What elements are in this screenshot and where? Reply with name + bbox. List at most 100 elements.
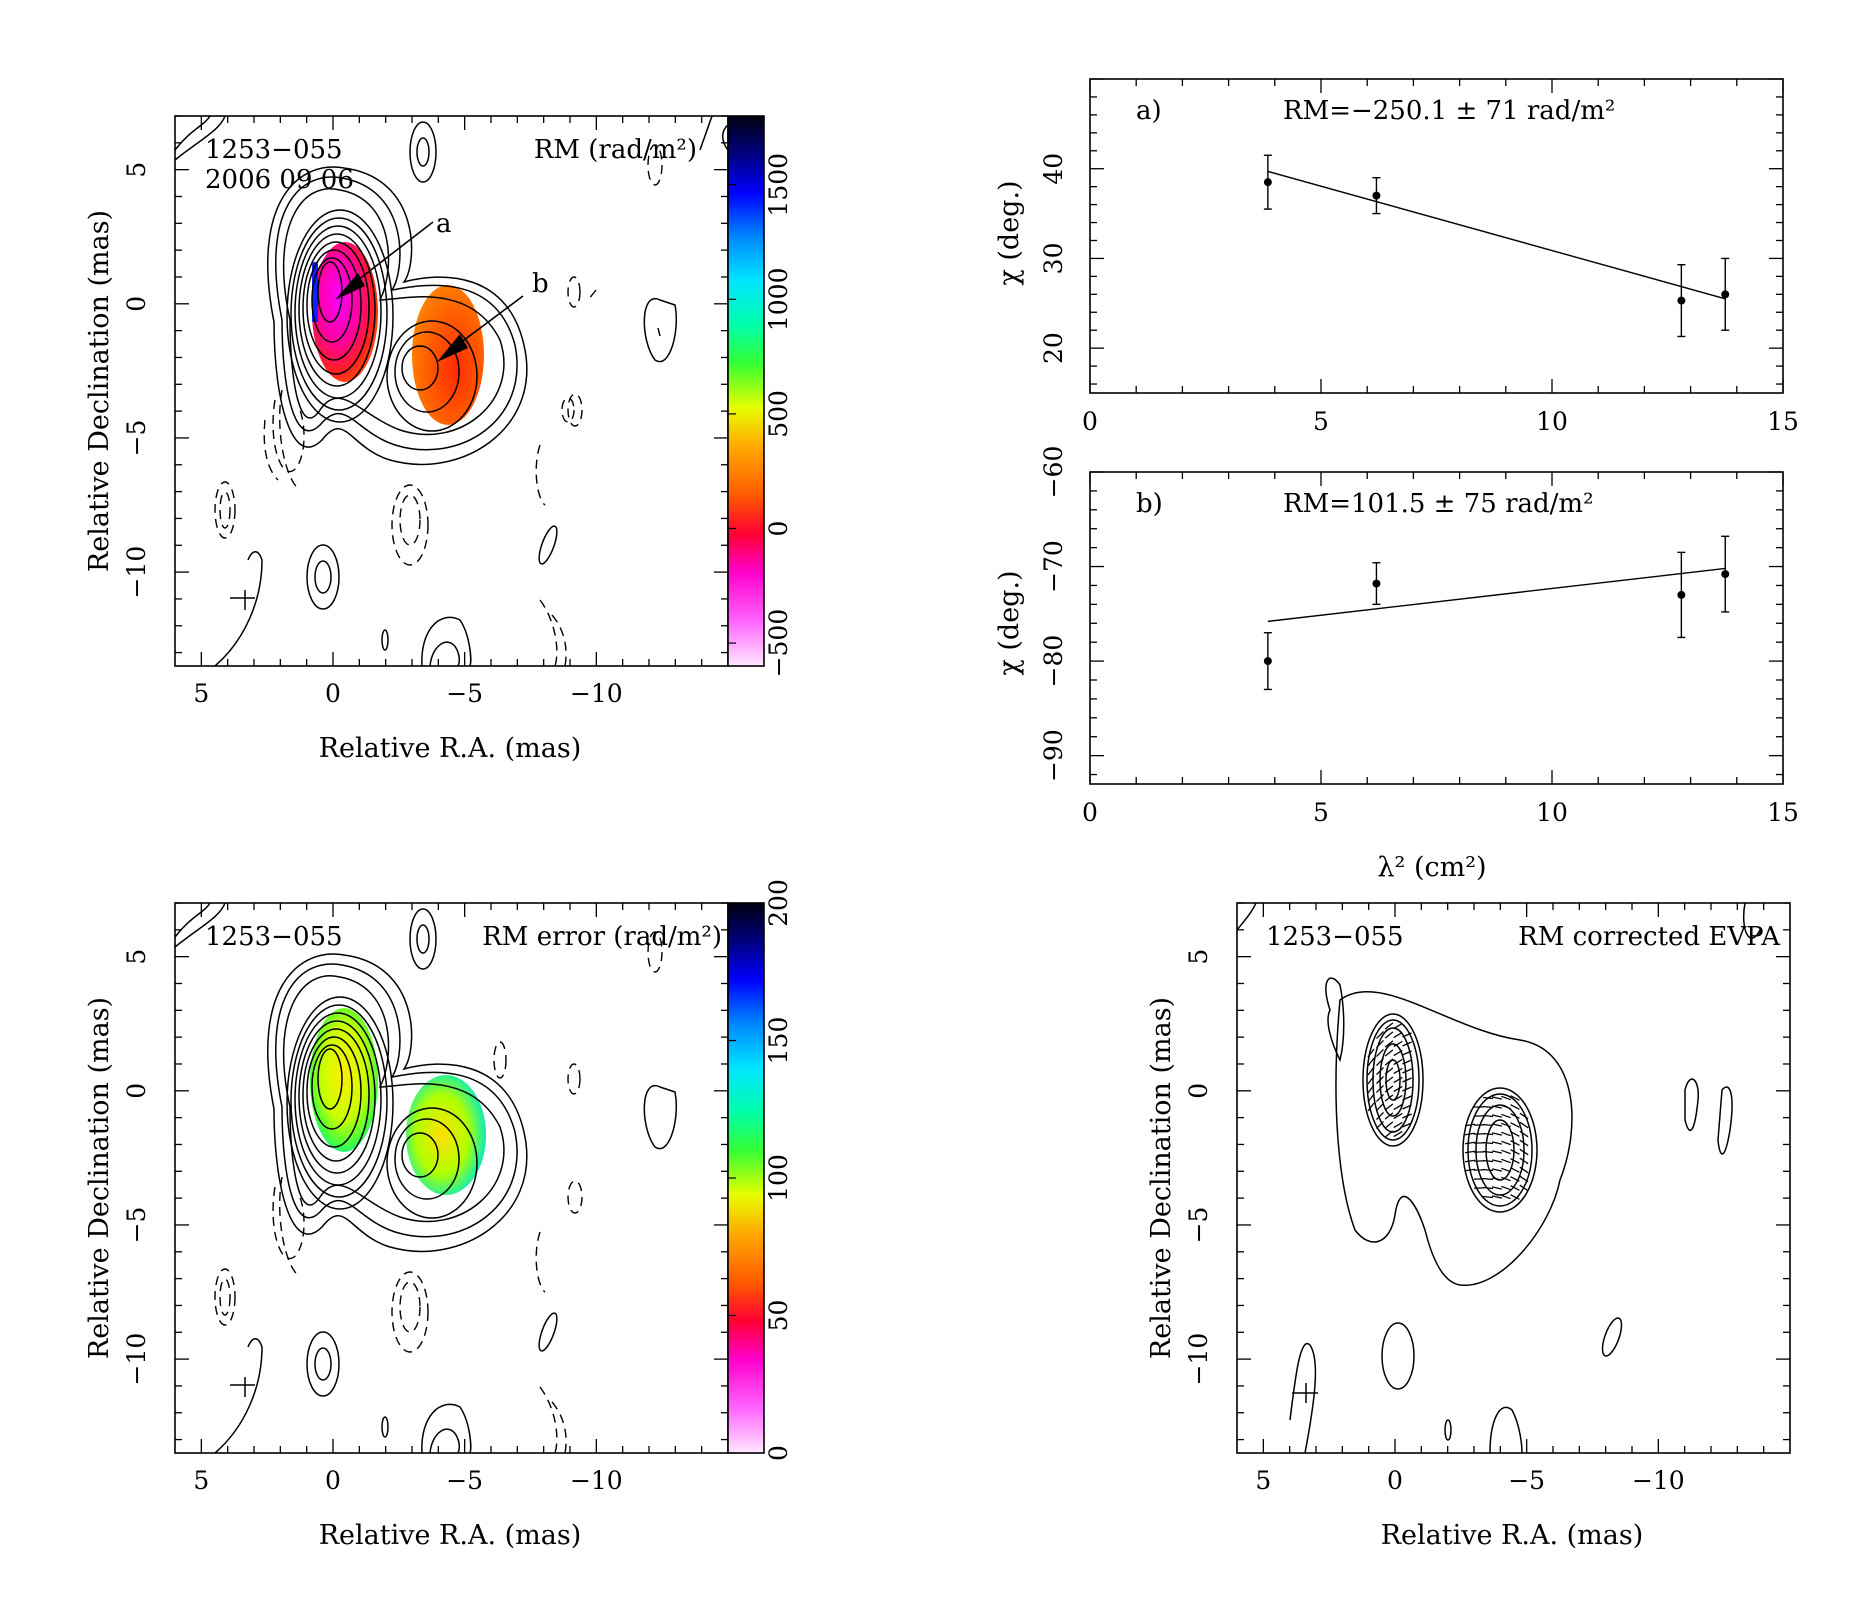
evpa-stick [1491, 1150, 1503, 1154]
evpa-stick [1393, 1085, 1403, 1093]
evpa-stick [1491, 1114, 1503, 1118]
evpa-stick [1491, 1195, 1503, 1199]
evpa-stick [1482, 1177, 1494, 1181]
y-tick-label: 5 [122, 162, 151, 178]
y-tick-label: −70 [1039, 540, 1068, 593]
evpa-stick [1393, 1031, 1403, 1039]
rm-colorbar [728, 116, 764, 666]
evpa-map-ticks [1237, 902, 1790, 1453]
y-tick-label: −10 [122, 1333, 151, 1386]
evpa-stick [1491, 1159, 1503, 1163]
evpa-stick [1491, 1105, 1503, 1109]
evpa-stick [1510, 1176, 1520, 1182]
evpa-stick [1464, 1141, 1476, 1145]
rm-error-colorbar-tick-labels: 200 150 100 50 0 [728, 879, 793, 1461]
evpa-stick [1384, 1121, 1394, 1129]
evpa-stick [1501, 1095, 1511, 1101]
evpa-stick [1376, 1030, 1384, 1040]
y-tick-label: 20 [1039, 332, 1068, 364]
rm-date-label: 2006 09 06 [205, 165, 354, 195]
evpa-stick [1519, 1175, 1529, 1183]
x-tick-label: −5 [446, 1466, 483, 1495]
x-tick-label: −10 [570, 679, 623, 708]
evpa-stick [1393, 1067, 1403, 1075]
x-tick-label: −5 [446, 679, 483, 708]
y-tick-label: 0 [1184, 1083, 1213, 1099]
evpa-stick [1491, 1168, 1503, 1172]
evpa-stick [1491, 1177, 1503, 1181]
rm-y-tick-labels: 5 0 −5 −10 [122, 162, 151, 599]
evpa-y-axis-label: Relative Declination (mas) [1146, 997, 1177, 1359]
colorbar-tick-label: 0 [764, 1445, 793, 1461]
x-tick-label: 10 [1536, 407, 1568, 436]
evpa-stick [1384, 1085, 1394, 1093]
evpa-stick [1482, 1096, 1494, 1100]
evpa-stick [1519, 1166, 1529, 1174]
evpa-stick [1393, 1058, 1403, 1066]
y-tick-label: −90 [1039, 729, 1068, 782]
evpa-stick [1367, 1093, 1375, 1103]
evpa-stick [1491, 1096, 1503, 1100]
rm-map-image [175, 116, 728, 666]
x-tick-label: 0 [325, 1466, 341, 1495]
evpa-stick [1376, 1075, 1384, 1085]
evpa-stick [1482, 1150, 1494, 1154]
colorbar-tick-label: 100 [764, 1154, 793, 1202]
fit-frame [1089, 78, 1784, 394]
evpa-stick [1519, 1112, 1529, 1120]
y-tick-label: −80 [1039, 635, 1068, 688]
y-tick-label: −60 [1039, 446, 1068, 499]
evpa-stick [1482, 1159, 1494, 1163]
evpa-stick [1510, 1113, 1520, 1119]
rm-error-quantity-label: RM error (rad/m²) [482, 922, 722, 952]
colorbar-tick-label: 0 [764, 521, 793, 537]
evpa-stick [1464, 1159, 1476, 1163]
evpa-stick [1393, 1112, 1403, 1120]
x-tick-label: 5 [193, 1466, 209, 1495]
evpa-stick [1367, 1048, 1375, 1058]
x-tick-label: 10 [1536, 798, 1568, 827]
evpa-stick [1464, 1150, 1476, 1154]
arrow-a: a [335, 209, 452, 300]
evpa-stick [1402, 1113, 1412, 1119]
arrow-b: b [437, 269, 549, 362]
evpa-stick [1384, 1031, 1394, 1039]
evpa-stick [1393, 1103, 1403, 1111]
x-tick-label: 15 [1767, 798, 1799, 827]
data-point [1263, 178, 1272, 187]
rm-error-y-axis-label: Relative Declination (mas) [84, 997, 115, 1359]
evpa-stick [1376, 1057, 1384, 1067]
evpa-stick [1510, 1104, 1520, 1110]
evpa-stick [1501, 1140, 1511, 1146]
evpa-stick [1491, 1141, 1503, 1145]
evpa-stick [1510, 1194, 1520, 1200]
evpa-stick [1482, 1123, 1494, 1127]
evpa-stick [1393, 1049, 1403, 1057]
panel-label: b) [1136, 489, 1163, 519]
evpa-stick [1519, 1148, 1529, 1156]
evpa-stick [1519, 1157, 1529, 1165]
x-tick-label: −10 [1632, 1466, 1685, 1495]
rm-map-ticks [175, 115, 728, 666]
evpa-stick [1402, 1086, 1412, 1092]
rm-x-tick-labels: 5 0 −5 −10 [193, 679, 622, 708]
x-tick-label: 5 [1313, 407, 1329, 436]
evpa-stick [1384, 1076, 1394, 1084]
evpa-stick [1367, 1057, 1375, 1067]
evpa-stick [1491, 1186, 1503, 1190]
x-tick-label: 5 [1313, 798, 1329, 827]
evpa-stick [1464, 1132, 1476, 1136]
colorbar-tick-label: 500 [764, 390, 793, 438]
evpa-stick [1402, 1104, 1412, 1110]
arrow-b-label: b [532, 269, 549, 299]
data-point [1677, 296, 1686, 305]
evpa-stick [1510, 1158, 1520, 1164]
evpa-stick [1482, 1168, 1494, 1172]
evpa-stick [1367, 1066, 1375, 1076]
x-tick-label: −10 [570, 1466, 623, 1495]
rm-error-map-image [175, 903, 678, 1453]
data-point [1721, 290, 1730, 299]
x-tick-label: 0 [1387, 1466, 1403, 1495]
fit-frame [1089, 471, 1784, 785]
evpa-stick [1501, 1113, 1511, 1119]
